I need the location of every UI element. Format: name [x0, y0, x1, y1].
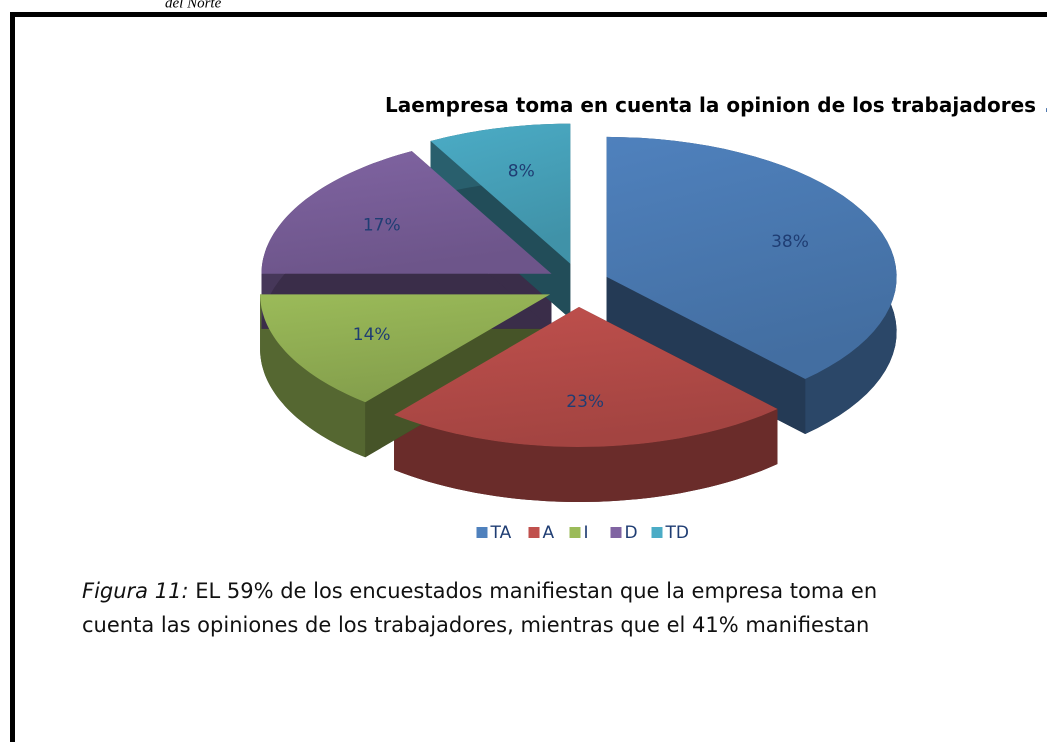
data-label: 17%: [363, 215, 401, 235]
data-label: 14%: [353, 325, 391, 345]
legend-label: D: [625, 523, 638, 543]
legend-swatch: [610, 527, 622, 538]
slice-side: [394, 409, 778, 502]
slice-side: [606, 276, 806, 434]
pie: 38% 23% 14% 17% 8%: [260, 123, 897, 502]
caption-line: cuenta las opiniones de los trabajadores…: [82, 613, 869, 637]
slice-side: [260, 294, 366, 458]
caption-line: Figura 11: EL 59% de los encuestados man…: [82, 579, 877, 603]
legend-swatch: [528, 527, 540, 538]
chart-title: Laempresa toma en cuenta la opinion de l…: [385, 93, 1047, 117]
pie-slice: [430, 123, 571, 264]
title-suffix: .: [1044, 93, 1047, 117]
header-text: del Norte: [165, 0, 222, 11]
pie-slice: [261, 151, 552, 274]
frame: [10, 12, 1047, 742]
data-label: 8%: [508, 161, 535, 181]
legend-swatch: [476, 527, 488, 538]
pie-slice: [260, 294, 551, 403]
data-label: 38%: [771, 232, 809, 252]
legend-label: A: [543, 523, 555, 543]
legend: TA A I D TD: [476, 523, 689, 543]
caption-label: Figura 11:: [82, 579, 189, 603]
caption-text: EL 59% de los encuestados manifiestan qu…: [189, 579, 878, 603]
data-label: 23%: [566, 392, 604, 412]
legend-label: TA: [490, 523, 512, 543]
legend-label: I: [584, 523, 589, 543]
legend-swatch: [569, 527, 581, 538]
legend-label: TD: [665, 523, 689, 543]
pie-slice: [606, 136, 897, 379]
pie-slice: [394, 307, 778, 447]
title-text: Laempresa toma en cuenta la opinion de l…: [385, 93, 1036, 117]
legend-swatch: [651, 527, 663, 538]
